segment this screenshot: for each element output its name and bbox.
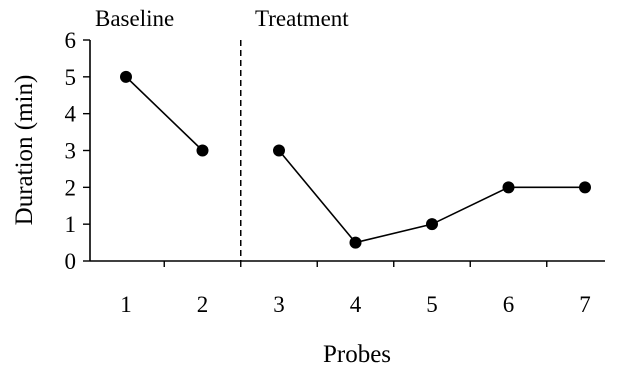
x-axis-title: Probes [323, 341, 391, 368]
phase-labels: Baseline Treatment [95, 6, 349, 31]
data-point [579, 181, 591, 194]
y-tick-label: 6 [65, 28, 77, 53]
y-tick-label: 0 [65, 249, 77, 274]
data-point [273, 144, 285, 157]
series-line-baseline [125, 76, 204, 152]
y-tick-label: 2 [65, 175, 77, 200]
x-tick-label: 3 [273, 292, 285, 317]
data-point [196, 144, 209, 157]
x-tick-label: 6 [503, 292, 515, 317]
x-tick-label: 7 [579, 292, 591, 317]
data-point [426, 218, 438, 231]
y-tick-label: 4 [65, 102, 77, 127]
y-tick-label: 1 [65, 212, 77, 237]
phase-label-treatment: Treatment [255, 6, 349, 31]
y-tick-label: 5 [65, 65, 77, 90]
y-ticks: 0 1 2 3 4 5 6 [65, 28, 90, 274]
x-tick-label: 5 [426, 292, 438, 317]
data-point [349, 236, 362, 249]
y-axis-title: Duration (min) [11, 75, 38, 226]
x-tick-label: 2 [197, 292, 209, 317]
series-group [120, 70, 591, 249]
axes [89, 40, 605, 262]
data-point [502, 181, 515, 194]
x-ticks: 1 2 3 4 5 6 7 [120, 261, 591, 317]
y-tick-label: 3 [65, 139, 77, 164]
x-tick-label: 4 [350, 292, 362, 317]
data-point [120, 70, 132, 83]
phase-label-baseline: Baseline [95, 6, 174, 31]
x-tick-label: 1 [120, 292, 132, 317]
